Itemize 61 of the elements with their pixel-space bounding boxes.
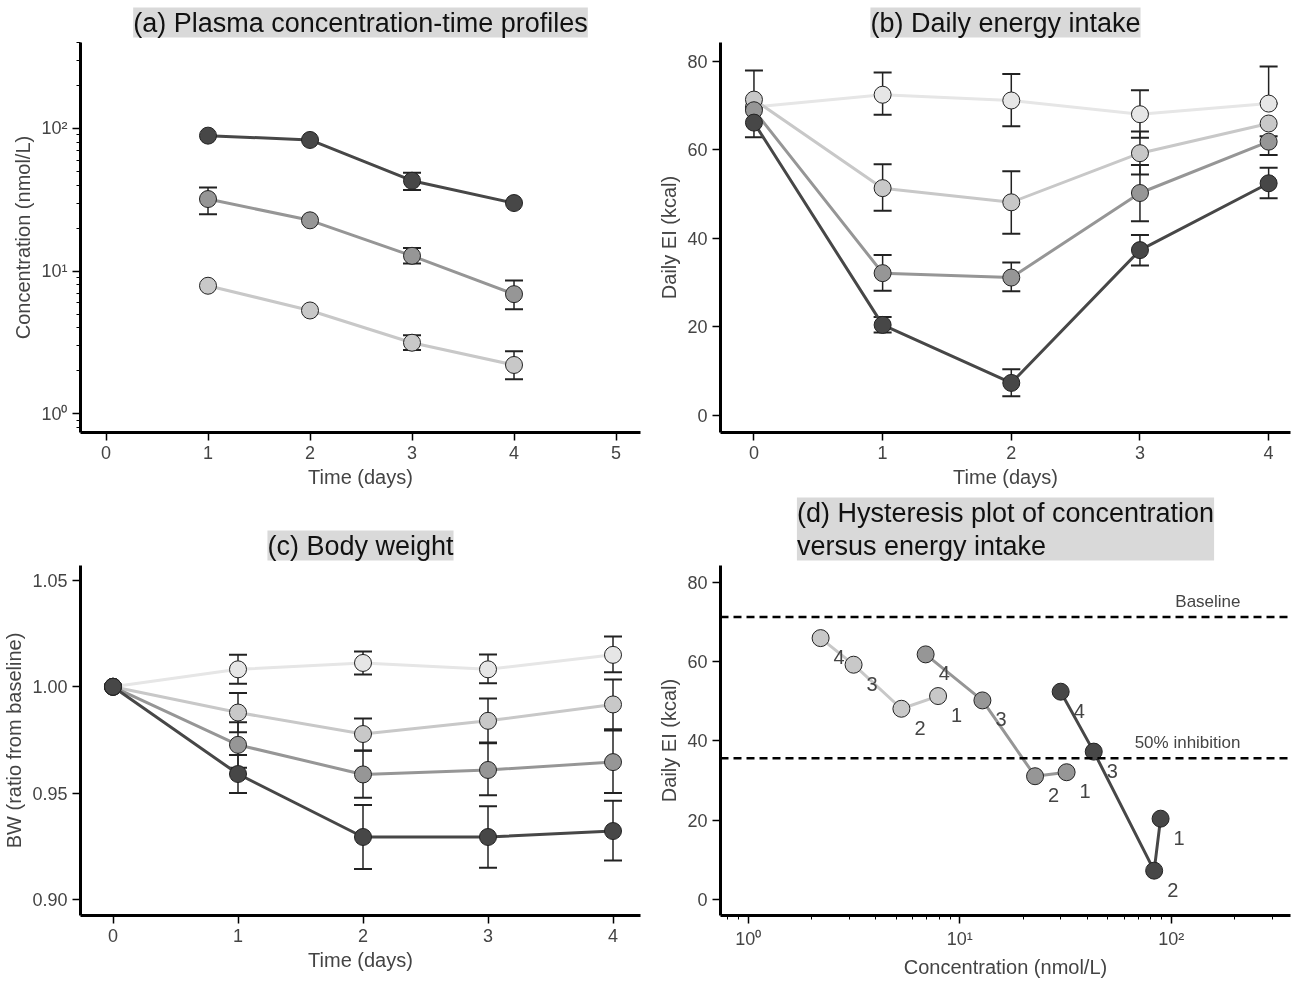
x-tick-label: 0 xyxy=(107,925,119,946)
y-tick-label: 40 xyxy=(687,228,708,249)
y-axis-title: Daily EI (kcal) xyxy=(658,678,681,803)
x-tick-label: 4 xyxy=(1263,442,1274,463)
x-axis-title: Time (days) xyxy=(308,948,413,971)
x-axis-title: Concentration (nmol/L) xyxy=(903,955,1108,978)
y-tick-label: 80 xyxy=(687,572,708,593)
y-tick-label: 0.95 xyxy=(32,783,68,804)
x-tick-label: 4 xyxy=(607,925,619,946)
y-axis-title: BW (ratio from baseline) xyxy=(3,632,26,849)
x-tick-label: 4 xyxy=(509,442,520,463)
x-tick-label: 1 xyxy=(203,442,214,463)
chart-title: (d) Hysteresis plot of concentration versus energy intake xyxy=(796,497,1215,561)
y-tick-label: 0 xyxy=(697,890,708,911)
x-tick-label: 2 xyxy=(357,925,369,946)
y-axis-title: Concentration (nmol/L) xyxy=(12,135,35,340)
x-tick-label: 2 xyxy=(1006,442,1017,463)
x-tick-label: 10¹ xyxy=(946,928,973,949)
annotation: 3 xyxy=(1106,759,1118,782)
y-tick-label: 60 xyxy=(687,140,708,161)
annotation: 4 xyxy=(1073,699,1085,722)
x-tick-label: 2 xyxy=(305,442,316,463)
chart-title: (c) Body weight xyxy=(267,530,455,561)
x-tick-label: 5 xyxy=(611,442,622,463)
x-tick-label: 0 xyxy=(748,442,759,463)
y-tick-label: 20 xyxy=(687,317,708,338)
y-tick-label: 10¹ xyxy=(41,261,68,282)
annotation: 3 xyxy=(995,708,1007,731)
y-tick-label: 80 xyxy=(687,51,708,72)
x-tick-label: 10⁰ xyxy=(735,928,762,949)
annotation: 1 xyxy=(1079,780,1091,803)
y-axis-title: Daily EI (kcal) xyxy=(658,175,681,300)
y-tick-label: 60 xyxy=(687,652,708,673)
chart-title: (b) Daily energy intake xyxy=(870,7,1141,38)
y-tick-label: 20 xyxy=(687,810,708,831)
y-tick-label: 10⁰ xyxy=(41,403,68,424)
ref-line-label: 50% inhibition xyxy=(1134,733,1241,753)
annotation: 3 xyxy=(866,672,878,695)
chart-title: (a) Plasma concentration-time profiles xyxy=(133,7,588,38)
y-tick-label: 1.00 xyxy=(32,677,68,698)
annotation: 2 xyxy=(1048,784,1060,807)
ref-line-label: Baseline xyxy=(1175,592,1241,612)
annotation: 1 xyxy=(951,704,963,727)
annotation: 2 xyxy=(1167,878,1179,901)
annotation: 4 xyxy=(833,646,845,669)
x-tick-label: 10² xyxy=(1158,928,1185,949)
x-tick-label: 3 xyxy=(1134,442,1145,463)
y-tick-label: 1.05 xyxy=(32,570,68,591)
x-tick-label: 1 xyxy=(232,925,244,946)
x-tick-label: 0 xyxy=(101,442,112,463)
y-tick-label: 0.90 xyxy=(32,890,68,911)
x-axis-title: Time (days) xyxy=(308,465,413,488)
annotation: 1 xyxy=(1173,826,1185,849)
annotation: 2 xyxy=(914,716,926,739)
y-tick-label: 10² xyxy=(41,118,68,139)
y-tick-label: 0 xyxy=(697,405,708,426)
x-tick-label: 3 xyxy=(407,442,418,463)
x-tick-label: 1 xyxy=(877,442,888,463)
x-tick-label: 3 xyxy=(482,925,494,946)
y-tick-label: 40 xyxy=(687,731,708,752)
x-axis-title: Time (days) xyxy=(953,465,1058,488)
